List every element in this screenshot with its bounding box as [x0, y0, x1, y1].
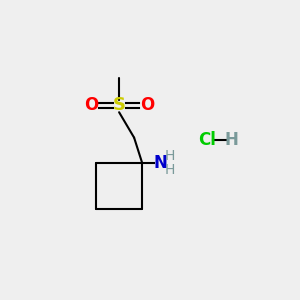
Text: Cl: Cl: [198, 131, 216, 149]
Text: H: H: [164, 164, 175, 177]
Text: S: S: [112, 96, 126, 114]
Text: H: H: [164, 149, 175, 163]
Text: O: O: [84, 96, 98, 114]
Text: H: H: [224, 131, 238, 149]
Text: N: N: [154, 154, 168, 172]
Text: O: O: [140, 96, 154, 114]
